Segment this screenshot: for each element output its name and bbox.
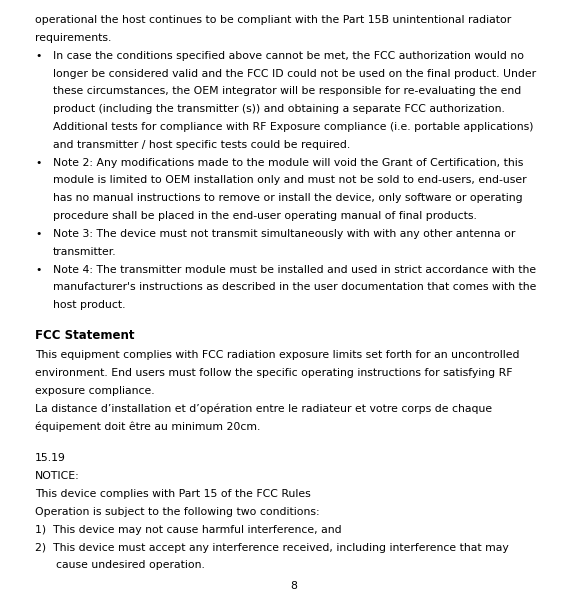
Text: 8: 8 bbox=[290, 580, 298, 591]
Text: procedure shall be placed in the end-user operating manual of final products.: procedure shall be placed in the end-use… bbox=[53, 211, 477, 221]
Text: these circumstances, the OEM integrator will be responsible for re-evaluating th: these circumstances, the OEM integrator … bbox=[53, 86, 521, 97]
Text: équipement doit être au minimum 20cm.: équipement doit être au minimum 20cm. bbox=[35, 422, 260, 432]
Text: •: • bbox=[35, 158, 42, 168]
Text: operational the host continues to be compliant with the Part 15B unintentional r: operational the host continues to be com… bbox=[35, 15, 512, 25]
Text: environment. End users must follow the specific operating instructions for satis: environment. End users must follow the s… bbox=[35, 368, 513, 378]
Text: longer be considered valid and the FCC ID could not be used on the final product: longer be considered valid and the FCC I… bbox=[53, 68, 536, 79]
Text: transmitter.: transmitter. bbox=[53, 246, 116, 257]
Text: This equipment complies with FCC radiation exposure limits set forth for an unco: This equipment complies with FCC radiati… bbox=[35, 350, 520, 360]
Text: Additional tests for compliance with RF Exposure compliance (i.e. portable appli: Additional tests for compliance with RF … bbox=[53, 122, 533, 132]
Text: 2)  This device must accept any interference received, including interference th: 2) This device must accept any interfere… bbox=[35, 542, 509, 553]
Text: has no manual instructions to remove or install the device, only software or ope: has no manual instructions to remove or … bbox=[53, 193, 523, 204]
Text: exposure compliance.: exposure compliance. bbox=[35, 386, 155, 396]
Text: •: • bbox=[35, 265, 42, 275]
Text: and transmitter / host specific tests could be required.: and transmitter / host specific tests co… bbox=[53, 140, 350, 150]
Text: host product.: host product. bbox=[53, 300, 125, 310]
Text: This device complies with Part 15 of the FCC Rules: This device complies with Part 15 of the… bbox=[35, 489, 311, 499]
Text: La distance d’installation et d’opération entre le radiateur et votre corps de c: La distance d’installation et d’opératio… bbox=[35, 403, 492, 414]
Text: •: • bbox=[35, 51, 42, 61]
Text: Note 3: The device must not transmit simultaneously with with any other antenna : Note 3: The device must not transmit sim… bbox=[53, 229, 515, 239]
Text: 15.19: 15.19 bbox=[35, 454, 66, 463]
Text: requirements.: requirements. bbox=[35, 33, 112, 43]
Text: NOTICE:: NOTICE: bbox=[35, 471, 80, 481]
Text: Note 4: The transmitter module must be installed and used in strict accordance w: Note 4: The transmitter module must be i… bbox=[53, 265, 536, 275]
Text: Operation is subject to the following two conditions:: Operation is subject to the following tw… bbox=[35, 507, 320, 517]
Text: cause undesired operation.: cause undesired operation. bbox=[35, 561, 205, 570]
Text: FCC Statement: FCC Statement bbox=[35, 329, 135, 342]
Text: Note 2: Any modifications made to the module will void the Grant of Certificatio: Note 2: Any modifications made to the mo… bbox=[53, 158, 523, 168]
Text: product (including the transmitter (s)) and obtaining a separate FCC authorizati: product (including the transmitter (s)) … bbox=[53, 104, 505, 114]
Text: 1)  This device may not cause harmful interference, and: 1) This device may not cause harmful int… bbox=[35, 525, 342, 535]
Text: module is limited to OEM installation only and must not be sold to end-users, en: module is limited to OEM installation on… bbox=[53, 175, 526, 185]
Text: manufacturer's instructions as described in the user documentation that comes wi: manufacturer's instructions as described… bbox=[53, 282, 536, 292]
Text: In case the conditions specified above cannot be met, the FCC authorization woul: In case the conditions specified above c… bbox=[53, 51, 524, 61]
Text: •: • bbox=[35, 229, 42, 239]
